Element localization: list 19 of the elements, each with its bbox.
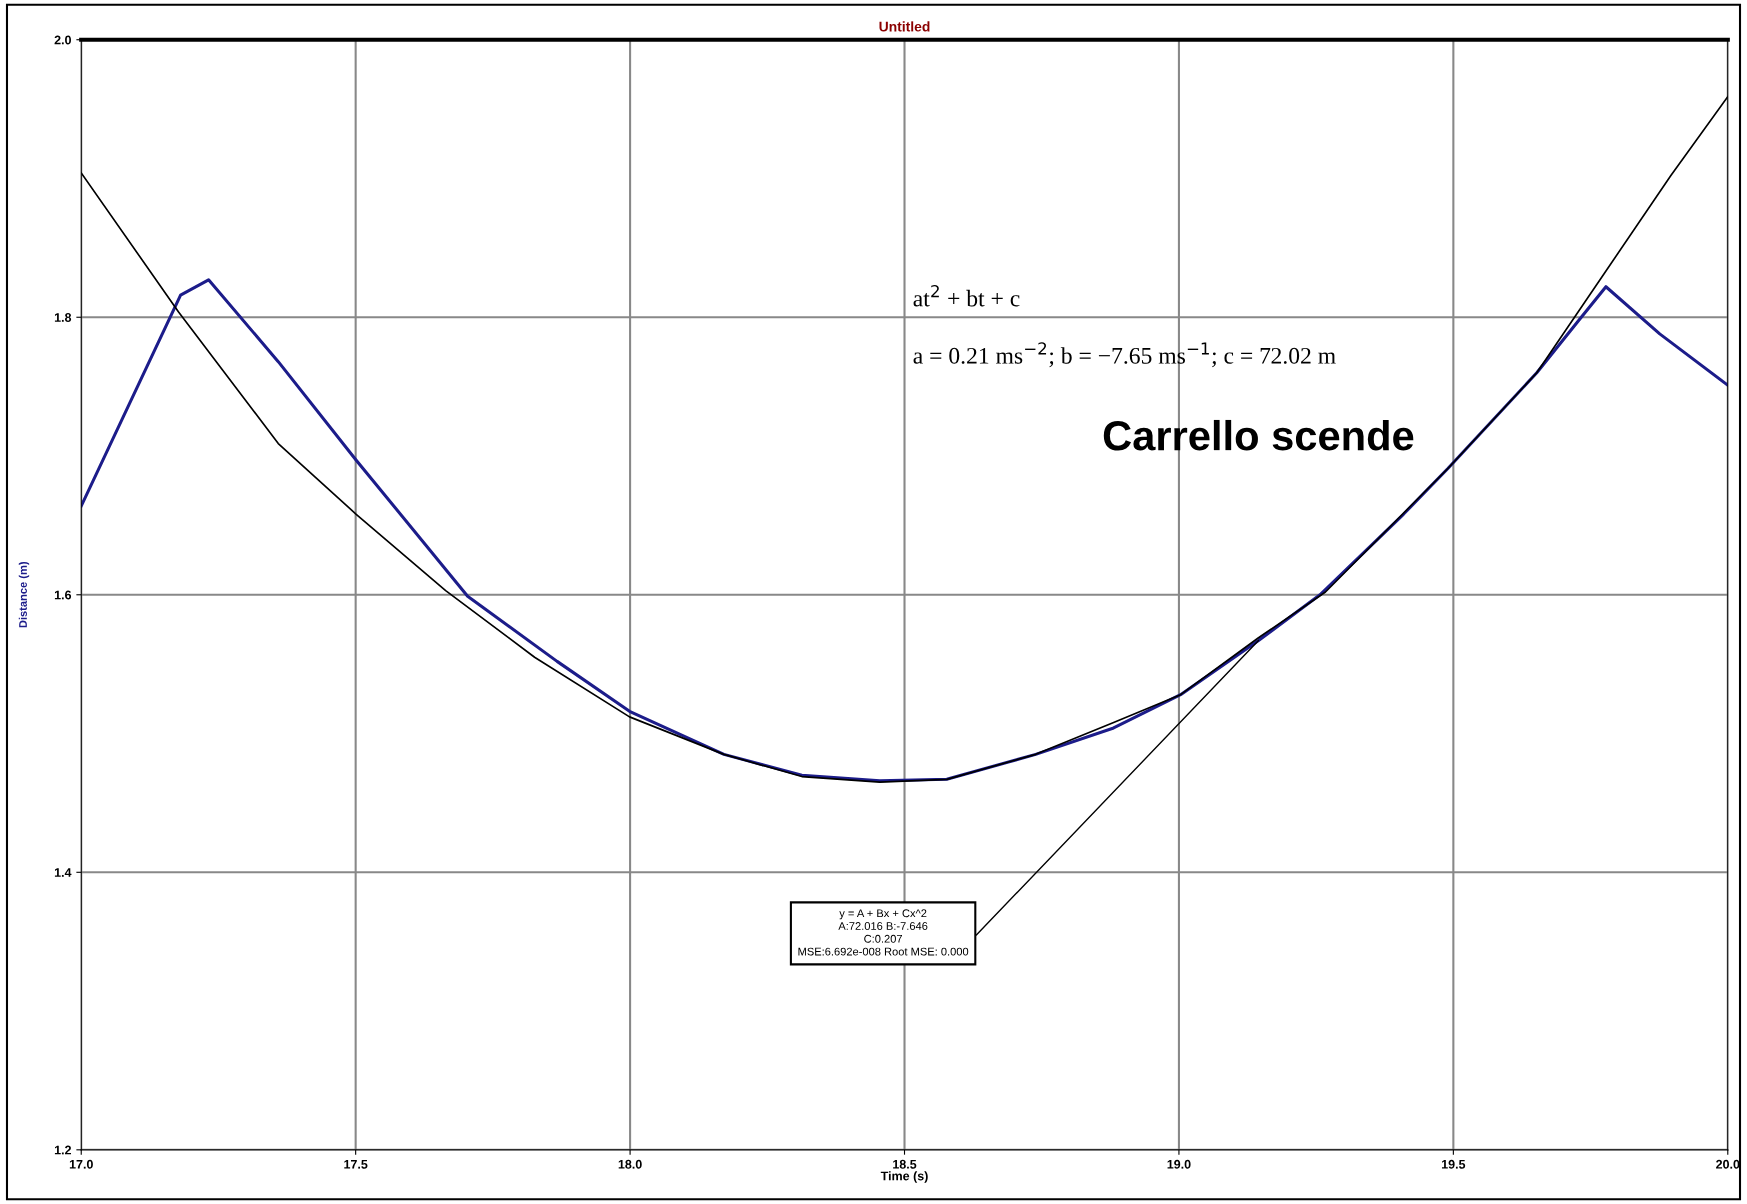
x-tick-label: 19.0	[1167, 1159, 1191, 1169]
annotation: y = A + Bx + Cx^2 A:72.016 B:-7.646 C:0.207 MSE:6.692e-008 Root MSE: 0.000	[798, 909, 969, 956]
y-axis-title: Distance (m)	[18, 561, 30, 628]
x-axis-title: Time (s)	[880, 1171, 928, 1183]
x-tick-label: 19.5	[1441, 1159, 1466, 1169]
y-tick-label: 1.6	[54, 590, 72, 600]
x-tick-label: 17.5	[344, 1160, 368, 1169]
y-tick-label: 1.2	[54, 1145, 72, 1155]
annotation: at$^{2}$ + bt + c	[913, 284, 1020, 307]
chart-title: Untitled	[879, 21, 930, 32]
x-tick-label: 18.5	[893, 1159, 917, 1169]
x-tick-label: 18.0	[618, 1159, 642, 1169]
x-tick-label: 17.0	[69, 1159, 93, 1169]
y-tick-label: 1.4	[54, 868, 72, 877]
x-tick-label: 20.0	[1716, 1159, 1740, 1169]
annotation: Carrello scende	[1103, 419, 1414, 451]
annotation: a = 0.21 ms$^{−2}$; b = −7.65 ms$^{−1}$; c = 72.02 m	[913, 342, 1336, 368]
y-tick-label: 1.8	[54, 313, 72, 322]
y-tick-label: 2.0	[54, 35, 71, 45]
